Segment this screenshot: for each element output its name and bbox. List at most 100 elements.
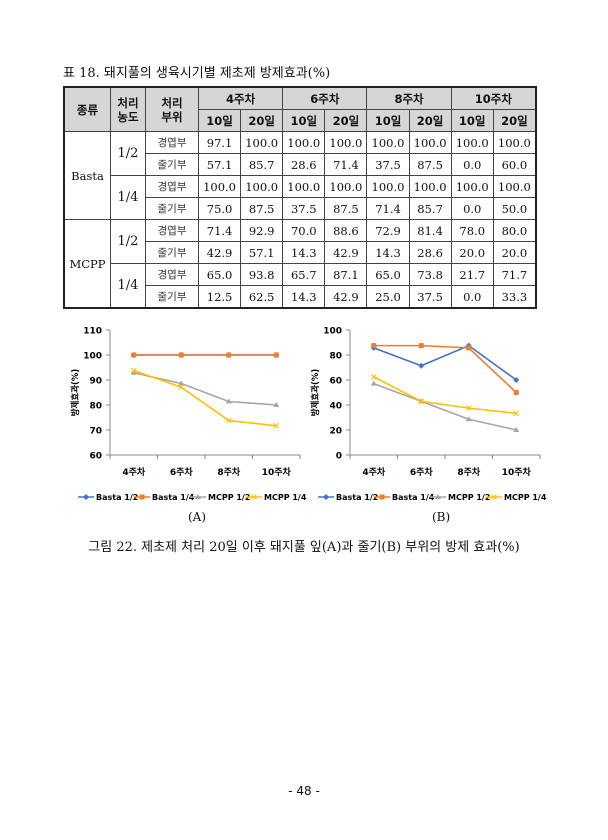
header-day: 10일 (282, 109, 326, 132)
y-tick-label: 100 (323, 327, 342, 337)
conc-cell: 1/2 (110, 131, 146, 176)
value-cell: 70.0 (282, 219, 326, 242)
data-point (178, 352, 184, 358)
data-point (225, 398, 232, 404)
legend-label: MCPP 1/2 (208, 493, 250, 502)
value-cell: 0.0 (450, 285, 494, 309)
value-cell: 14.3 (282, 285, 326, 309)
value-cell: 65.0 (197, 263, 242, 286)
part-cell: 줄기부 (145, 197, 199, 220)
value-cell: 78.0 (450, 219, 494, 242)
header-week: 8주차 (366, 86, 452, 110)
part-cell: 경엽부 (145, 263, 199, 286)
data-point (131, 352, 137, 358)
x-tick-label: 8주차 (217, 466, 241, 478)
data-point (418, 343, 424, 349)
legend-label: MCPP 1/2 (448, 493, 490, 502)
value-cell: 37.5 (282, 197, 326, 220)
value-cell: 73.8 (408, 263, 452, 286)
value-cell: 100.0 (240, 175, 284, 198)
value-cell: 0.0 (450, 197, 494, 220)
data-point (418, 398, 425, 405)
x-tick-label: 8주차 (457, 466, 481, 478)
header-part: 처리 부위 (145, 86, 199, 132)
header-week: 6주차 (282, 86, 368, 110)
value-cell: 33.3 (492, 285, 537, 309)
value-cell: 60.0 (492, 153, 537, 176)
y-tick-label: 90 (89, 377, 102, 387)
value-cell: 0.0 (450, 153, 494, 176)
y-tick-label: 60 (89, 452, 102, 462)
data-point (83, 494, 89, 500)
y-tick-label: 20 (329, 427, 342, 437)
data-point (273, 402, 280, 407)
value-cell: 100.0 (366, 175, 410, 198)
value-cell: 93.8 (240, 263, 284, 286)
value-cell: 100.0 (492, 131, 537, 154)
part-cell: 줄기부 (145, 285, 199, 309)
value-cell: 85.7 (240, 153, 284, 176)
data-point (513, 377, 520, 383)
value-cell: 57.1 (240, 241, 284, 264)
data-point (465, 405, 472, 411)
x-tick-label: 4주차 (362, 466, 386, 478)
value-cell: 100.0 (324, 131, 368, 154)
header-type: 종류 (63, 86, 111, 132)
y-tick-label: 60 (329, 377, 342, 387)
series-line (373, 344, 517, 381)
legend-label: Basta 1/4 (392, 493, 435, 502)
data-point (371, 343, 377, 349)
value-cell: 28.6 (282, 153, 326, 176)
data-point (178, 384, 185, 391)
value-cell: 100.0 (282, 131, 326, 154)
header-conc: 처리 농도 (110, 86, 146, 132)
header-day: 20일 (324, 109, 368, 132)
conc-cell: 1/4 (110, 263, 146, 309)
value-cell: 100.0 (408, 175, 452, 198)
part-cell: 줄기부 (145, 153, 199, 176)
data-point (273, 352, 279, 358)
header-day: 10일 (450, 109, 494, 132)
data-point (466, 345, 472, 351)
value-cell: 71.4 (197, 219, 242, 242)
value-cell: 92.9 (240, 219, 284, 242)
value-cell: 81.4 (408, 219, 452, 242)
legend-label: MCPP 1/4 (504, 493, 547, 502)
value-cell: 57.1 (197, 153, 242, 176)
chart-b-label: (B) (432, 510, 451, 524)
data-point (226, 352, 232, 358)
value-cell: 12.5 (197, 285, 242, 309)
value-cell: 65.0 (366, 263, 410, 286)
figure-caption: 그림 22. 제초제 처리 20일 이후 돼지풀 잎(A)과 줄기(B) 부위의… (88, 540, 520, 555)
y-tick-label: 70 (89, 427, 102, 437)
value-cell: 37.5 (408, 285, 452, 309)
part-cell: 경엽부 (145, 219, 199, 242)
data-point (513, 427, 520, 432)
header-week: 10주차 (450, 86, 537, 110)
value-cell: 37.5 (366, 153, 410, 176)
type-cell: Basta (63, 131, 111, 220)
legend-label: Basta 1/2 (336, 493, 378, 502)
value-cell: 62.5 (240, 285, 284, 309)
table-row: 줄기부 12.5 62.5 14.3 42.9 25.0 37.5 0.0 33.3 (64, 285, 537, 309)
value-cell: 28.6 (408, 241, 452, 264)
value-cell: 21.7 (450, 263, 494, 286)
data-point (418, 362, 425, 369)
x-tick-label: 4주차 (122, 466, 146, 478)
header-day: 20일 (408, 109, 452, 132)
value-cell: 100.0 (450, 131, 494, 154)
chart-a: 60 70 80 90 100 110 4주차 6주차 8주차 10주차 방제효과(%) Basta … (70, 327, 307, 503)
value-cell: 80.0 (492, 219, 537, 242)
part-cell: 경엽부 (145, 175, 199, 198)
y-axis-label: 방제효과(%) (310, 369, 321, 417)
conc-cell: 1/2 (110, 219, 146, 264)
series-line (373, 376, 517, 415)
value-cell: 87.5 (324, 197, 368, 220)
value-cell: 87.5 (240, 197, 284, 220)
value-cell: 42.9 (197, 241, 242, 264)
header-day: 10일 (366, 109, 410, 132)
value-cell: 87.5 (408, 153, 452, 176)
value-cell: 100.0 (197, 175, 242, 198)
data-point (491, 494, 497, 500)
header-day: 10일 (197, 109, 242, 132)
